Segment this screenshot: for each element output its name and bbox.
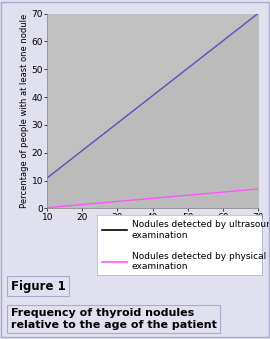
Text: Nodules detected by ultrasound
examination: Nodules detected by ultrasound examinati… xyxy=(132,220,270,240)
Text: Frequency of thyroid nodules
relative to the age of the patient: Frequency of thyroid nodules relative to… xyxy=(11,308,217,330)
X-axis label: Age in Years: Age in Years xyxy=(123,224,183,235)
Text: Nodules detected by physical
examination: Nodules detected by physical examination xyxy=(132,252,266,271)
Y-axis label: Percentage of people with at least one nodule: Percentage of people with at least one n… xyxy=(20,14,29,208)
Text: Figure 1: Figure 1 xyxy=(11,280,66,293)
